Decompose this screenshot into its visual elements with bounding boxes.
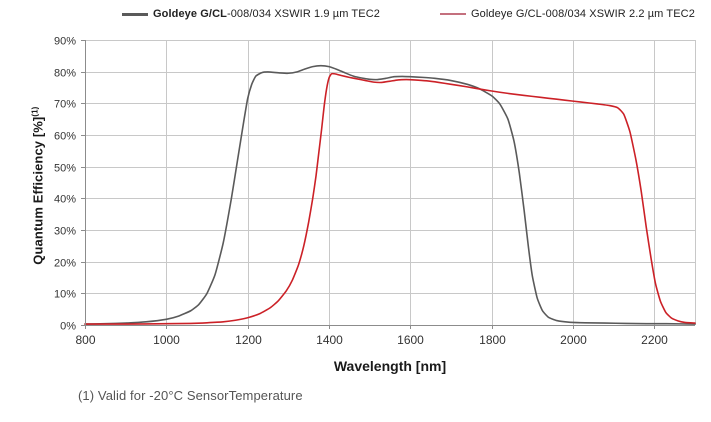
y-tick-label: 80% xyxy=(54,68,76,80)
tick-label-layer: 0% 10% 20% 30% 40% 50% 60% 70% 80% 90% 800 1000 1200… xyxy=(54,36,668,348)
y-tick-label: 70% xyxy=(54,99,76,111)
x-axis-title: Wavelength [nm] xyxy=(333,358,447,374)
y-tick-label: 30% xyxy=(54,226,76,238)
x-tick-label: 1600 xyxy=(397,333,424,347)
series-line-goldeye-1p9 xyxy=(84,64,696,325)
legend-label-goldeye-2p2: Goldeye G/CL-008/034 XSWIR 2.2 µm TEC2 xyxy=(471,8,695,20)
y-tick-label: 90% xyxy=(54,36,76,48)
axis-layer xyxy=(81,40,695,329)
y-tick-label: 40% xyxy=(54,194,76,206)
x-tick-label: 1200 xyxy=(235,333,262,347)
x-tick-label: 1800 xyxy=(479,333,506,347)
legend-line-swatch-red xyxy=(440,13,466,15)
y-tick-label: 60% xyxy=(54,131,76,143)
x-tick-label: 1400 xyxy=(316,333,343,347)
y-tick-label: 0% xyxy=(60,321,76,333)
legend-line-swatch-gray xyxy=(122,12,148,16)
y-tick-label: 10% xyxy=(54,289,76,301)
x-tick-label: 800 xyxy=(75,333,95,347)
series-layer xyxy=(84,64,696,325)
x-tick-label: 2200 xyxy=(641,333,668,347)
chart-footnote: (1) Valid for -20°C SensorTemperature xyxy=(78,388,303,403)
series-line-goldeye-2p2 xyxy=(84,72,696,325)
legend-label-rest: -008/034 XSWIR 1.9 µm TEC2 xyxy=(226,8,380,20)
grid-layer xyxy=(85,40,696,325)
legend-label-bold-prefix: Goldeye G/CL xyxy=(153,8,227,20)
legend-entry-goldeye-2p2: Goldeye G/CL-008/034 XSWIR 2.2 µm TEC2 xyxy=(440,8,695,20)
y-tick-label: 20% xyxy=(54,258,76,270)
x-tick-label: 1000 xyxy=(153,333,180,347)
legend-label-goldeye-1p9: Goldeye G/CL-008/034 XSWIR 1.9 µm TEC2 xyxy=(153,8,380,20)
legend-entry-goldeye-1p9: Goldeye G/CL-008/034 XSWIR 1.9 µm TEC2 xyxy=(122,8,380,20)
y-tick-label: 50% xyxy=(54,163,76,175)
chart-legend: Goldeye G/CL-008/034 XSWIR 1.9 µm TEC2 G… xyxy=(0,8,711,30)
x-tick-label: 2000 xyxy=(560,333,587,347)
